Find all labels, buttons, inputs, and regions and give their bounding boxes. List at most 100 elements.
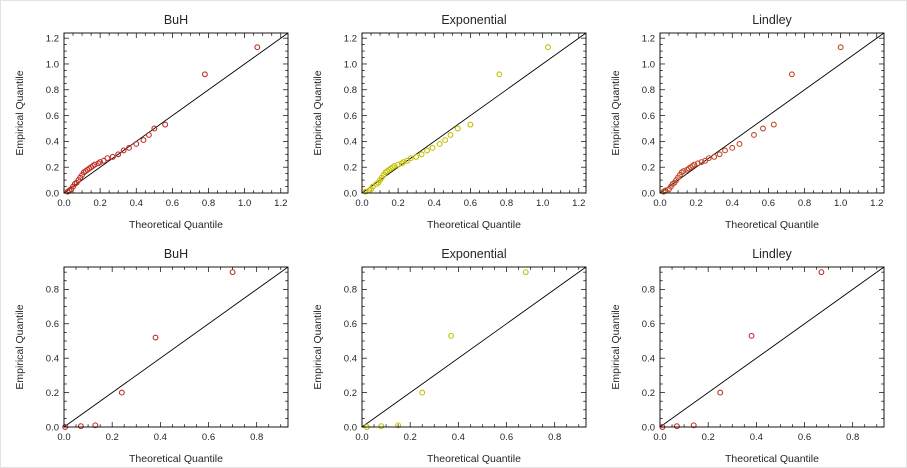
svg-text:0.2: 0.2 bbox=[343, 162, 356, 173]
svg-text:0.6: 0.6 bbox=[45, 111, 58, 122]
svg-text:0.4: 0.4 bbox=[129, 198, 142, 209]
svg-text:0.8: 0.8 bbox=[846, 432, 859, 443]
svg-text:0.0: 0.0 bbox=[45, 422, 58, 433]
scatter-points bbox=[363, 269, 529, 430]
svg-text:1.0: 1.0 bbox=[238, 198, 251, 209]
frame-ticks bbox=[63, 33, 288, 194]
svg-text:0.8: 0.8 bbox=[45, 285, 58, 296]
identity-line bbox=[659, 32, 884, 194]
plot-frame bbox=[63, 32, 288, 194]
x-axis-label: Theoretical Quantile bbox=[725, 453, 819, 465]
svg-text:0.4: 0.4 bbox=[749, 432, 762, 443]
plot-frame bbox=[659, 32, 884, 194]
svg-text:0.0: 0.0 bbox=[343, 188, 356, 199]
qq-plot-lindley-bottom: Lindley Theoretical Quantile Empirical Qua… bbox=[606, 245, 898, 467]
svg-text:0.2: 0.2 bbox=[689, 198, 702, 209]
plot-title: BuH bbox=[163, 13, 187, 27]
svg-text:0.8: 0.8 bbox=[548, 432, 561, 443]
y-axis-label: Empirical Quantile bbox=[14, 70, 26, 155]
plot-svg: BuH Theoretical Quantile Empirical Quantil… bbox=[14, 13, 288, 231]
svg-text:0.8: 0.8 bbox=[343, 85, 356, 96]
svg-text:0.4: 0.4 bbox=[45, 353, 58, 364]
svg-text:0.4: 0.4 bbox=[725, 198, 738, 209]
plot-frame bbox=[361, 266, 586, 428]
svg-text:1.2: 1.2 bbox=[641, 33, 654, 44]
svg-text:0.0: 0.0 bbox=[343, 422, 356, 433]
svg-text:0.4: 0.4 bbox=[641, 353, 654, 364]
svg-text:0.6: 0.6 bbox=[343, 111, 356, 122]
scatter-points bbox=[660, 44, 844, 195]
qq-plot-buh-top: BuH Theoretical Quantile Empirical Quantil… bbox=[10, 11, 302, 233]
svg-text:1.0: 1.0 bbox=[536, 198, 549, 209]
plot-title: BuH bbox=[163, 247, 187, 261]
tick-labels: 0.0 0.2 0.4 0.6 0.8 0.0 0.2 0.4 0.6 0.8 bbox=[343, 285, 561, 443]
plot-svg: Exponential Theoretical Quantile Empirical… bbox=[312, 247, 586, 465]
tick-labels: 0.0 0.2 0.4 0.6 0.8 1.0 1.2 0.0 0.2 0.4 0.6 0.8 1.0 1… bbox=[45, 33, 287, 209]
svg-text:1.0: 1.0 bbox=[343, 59, 356, 70]
svg-text:1.0: 1.0 bbox=[641, 59, 654, 70]
svg-text:0.8: 0.8 bbox=[201, 198, 214, 209]
svg-text:1.2: 1.2 bbox=[343, 33, 356, 44]
svg-text:0.8: 0.8 bbox=[641, 85, 654, 96]
plot-frame bbox=[659, 266, 884, 428]
y-axis-label: Empirical Quantile bbox=[610, 304, 622, 389]
x-axis-label: Theoretical Quantile bbox=[427, 219, 521, 231]
plot-title: Lindley bbox=[752, 13, 792, 27]
svg-text:0.2: 0.2 bbox=[641, 388, 654, 399]
tick-labels: 0.0 0.2 0.4 0.6 0.8 1.0 1.2 0.0 0.2 0.4 0.6 0.8 1.0 1… bbox=[343, 33, 585, 209]
svg-text:0.4: 0.4 bbox=[451, 432, 464, 443]
plot-title: Lindley bbox=[752, 247, 792, 261]
svg-text:0.6: 0.6 bbox=[45, 319, 58, 330]
svg-text:0.8: 0.8 bbox=[797, 198, 810, 209]
x-axis-label: Theoretical Quantile bbox=[129, 453, 223, 465]
svg-text:0.6: 0.6 bbox=[499, 432, 512, 443]
svg-text:0.6: 0.6 bbox=[761, 198, 774, 209]
x-axis-label: Theoretical Quantile bbox=[427, 453, 521, 465]
svg-text:0.0: 0.0 bbox=[45, 188, 58, 199]
x-axis-label: Theoretical Quantile bbox=[725, 219, 819, 231]
qq-plot-lindley-top: Lindley Theoretical Quantile Empirical Qua… bbox=[606, 11, 898, 233]
svg-text:0.8: 0.8 bbox=[499, 198, 512, 209]
svg-text:0.2: 0.2 bbox=[45, 162, 58, 173]
svg-text:0.2: 0.2 bbox=[343, 388, 356, 399]
svg-text:0.6: 0.6 bbox=[343, 319, 356, 330]
tick-labels: 0.0 0.2 0.4 0.6 0.8 1.0 1.2 0.0 0.2 0.4 0.6 0.8 1.0 1… bbox=[641, 33, 883, 209]
scatter-points bbox=[64, 44, 260, 195]
tick-labels: 0.0 0.2 0.4 0.6 0.8 0.0 0.2 0.4 0.6 0.8 bbox=[641, 285, 859, 443]
plot-svg: Lindley Theoretical Quantile Empirical Qua… bbox=[610, 247, 884, 465]
plot-svg: Lindley Theoretical Quantile Empirical Qua… bbox=[610, 13, 884, 231]
y-axis-label: Empirical Quantile bbox=[610, 70, 622, 155]
svg-text:0.0: 0.0 bbox=[653, 432, 666, 443]
svg-text:0.8: 0.8 bbox=[343, 285, 356, 296]
svg-text:0.2: 0.2 bbox=[105, 432, 118, 443]
svg-text:1.0: 1.0 bbox=[834, 198, 847, 209]
y-axis-label: Empirical Quantile bbox=[14, 304, 26, 389]
svg-text:0.2: 0.2 bbox=[701, 432, 714, 443]
y-axis-label: Empirical Quantile bbox=[312, 70, 324, 155]
svg-text:0.0: 0.0 bbox=[57, 198, 70, 209]
svg-text:0.8: 0.8 bbox=[250, 432, 263, 443]
svg-text:0.8: 0.8 bbox=[641, 285, 654, 296]
qq-plot-buh-bottom: BuH Theoretical Quantile Empirical Quantil… bbox=[10, 245, 302, 467]
svg-text:0.4: 0.4 bbox=[427, 198, 440, 209]
tick-labels: 0.0 0.2 0.4 0.6 0.8 0.0 0.2 0.4 0.6 0.8 bbox=[45, 285, 263, 443]
scatter-points bbox=[61, 269, 236, 430]
svg-text:0.6: 0.6 bbox=[641, 111, 654, 122]
svg-text:0.2: 0.2 bbox=[45, 388, 58, 399]
scatter-points bbox=[362, 44, 551, 195]
identity-line bbox=[63, 32, 288, 194]
plot-title: Exponential bbox=[441, 13, 506, 27]
identity-line bbox=[659, 266, 884, 428]
plot-frame bbox=[361, 32, 586, 194]
plot-frame bbox=[63, 266, 288, 428]
svg-text:0.0: 0.0 bbox=[641, 188, 654, 199]
svg-text:0.2: 0.2 bbox=[403, 432, 416, 443]
identity-line bbox=[63, 266, 288, 428]
y-axis-label: Empirical Quantile bbox=[312, 304, 324, 389]
svg-text:1.2: 1.2 bbox=[45, 33, 58, 44]
svg-text:0.6: 0.6 bbox=[797, 432, 810, 443]
svg-text:0.2: 0.2 bbox=[641, 162, 654, 173]
svg-text:1.2: 1.2 bbox=[870, 198, 883, 209]
x-axis-label: Theoretical Quantile bbox=[129, 219, 223, 231]
